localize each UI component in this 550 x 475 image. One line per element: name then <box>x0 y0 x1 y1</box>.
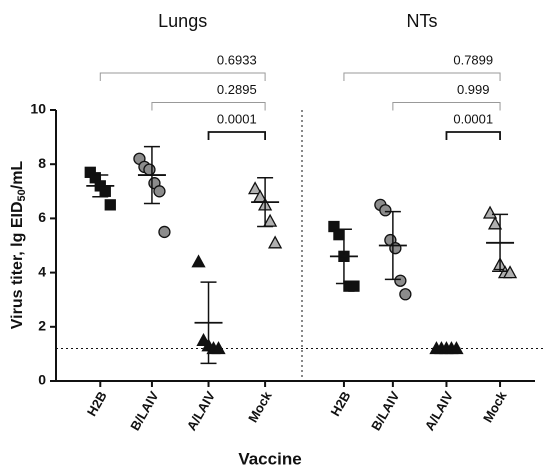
x-tick-label: A/LAIV <box>184 388 218 433</box>
panel-title: NTs <box>406 11 437 31</box>
x-tick-label: H2B <box>84 389 110 419</box>
p-value: 0.2895 <box>217 82 257 97</box>
comparison-bracket <box>151 102 266 111</box>
y-label-main: Virus titer, lg EID <box>9 201 26 329</box>
y-tick-label: 6 <box>38 209 46 225</box>
x-tick-label: H2B <box>328 389 354 419</box>
data-point <box>99 185 111 197</box>
p-value: 0.0001 <box>453 111 493 126</box>
data-point <box>379 204 392 217</box>
x-tick-label: A/LAIV <box>422 388 456 433</box>
data-point <box>394 274 407 287</box>
y-label-unit: /mL <box>9 161 26 190</box>
data-point <box>268 235 283 249</box>
data-point <box>333 229 345 241</box>
data-point <box>248 181 263 195</box>
y-tick-label: 0 <box>38 372 46 388</box>
data-point <box>399 288 412 301</box>
y-tick-label: 2 <box>38 318 46 334</box>
data-point <box>263 213 278 227</box>
x-tick-label: Mock <box>245 388 275 425</box>
data-point <box>389 242 402 255</box>
x-axis-label: Vaccine <box>238 449 301 468</box>
x-tick-label: B/LAIV <box>368 388 402 433</box>
data-point <box>502 265 518 279</box>
data-point <box>348 280 360 292</box>
data-point <box>482 205 498 219</box>
x-tick-label: B/LAIV <box>127 388 161 433</box>
comparison-bracket <box>392 102 501 111</box>
data-point <box>191 254 206 268</box>
y-axis-label: Virus titer, lg EID50/mL <box>9 161 28 330</box>
y-tick-label: 4 <box>38 263 46 279</box>
y-tick-label: 8 <box>38 155 46 171</box>
comparison-bracket <box>343 72 501 81</box>
p-value: 0.0001 <box>217 111 257 126</box>
data-point <box>487 216 503 230</box>
x-tick-label: Mock <box>480 388 510 425</box>
comparison-bracket <box>99 72 266 81</box>
comparison-bracket <box>207 131 266 140</box>
data-point <box>104 199 116 211</box>
data-point <box>211 341 226 355</box>
comparison-bracket <box>445 131 501 140</box>
panel-title: Lungs <box>158 11 207 31</box>
p-value: 0.999 <box>457 82 490 97</box>
data-point <box>143 163 156 176</box>
data-point <box>158 225 171 239</box>
p-value: 0.7899 <box>453 52 493 67</box>
y-tick-label: 10 <box>30 101 46 117</box>
y-label-sub: 50 <box>16 189 28 201</box>
p-value: 0.6933 <box>217 52 257 67</box>
data-point <box>153 185 166 198</box>
